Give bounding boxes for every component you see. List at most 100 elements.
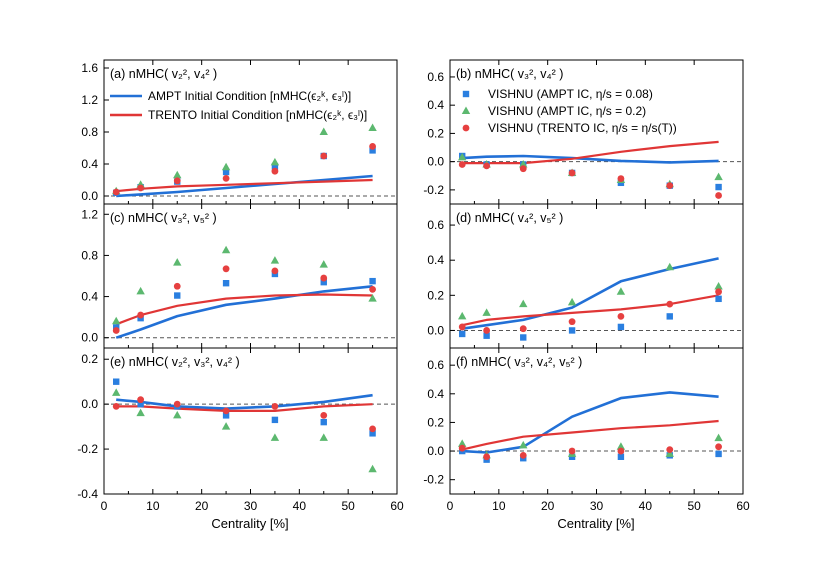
y-tick-label: 0.6 xyxy=(427,358,444,372)
data-point-vistrento xyxy=(458,323,466,331)
y-tick-label: -0.2 xyxy=(423,183,444,197)
data-point-vistrento xyxy=(483,453,491,461)
legend-label-vis008: VISHNU (AMPT IC, η/s = 0.08) xyxy=(488,87,653,101)
data-point-vistrento xyxy=(617,175,625,182)
data-point-vis02 xyxy=(270,433,280,441)
data-point-vistrento xyxy=(222,175,230,182)
panel-frame xyxy=(449,203,744,349)
data-point-vistrento xyxy=(715,192,722,199)
y-tick-label: 0.4 xyxy=(427,387,444,401)
series-line-trento xyxy=(461,419,719,451)
data-point-vistrento xyxy=(483,327,491,334)
x-tick-label: 60 xyxy=(736,499,750,513)
data-point-vis02 xyxy=(368,294,377,302)
data-point-vistrento xyxy=(369,143,376,150)
data-point-vistrento xyxy=(137,311,145,319)
data-point-vistrento xyxy=(617,312,625,320)
data-point-vistrento xyxy=(320,152,328,160)
data-point-vis02 xyxy=(173,410,182,419)
data-point-vis008 xyxy=(715,183,722,191)
data-point-vis02 xyxy=(519,440,528,449)
data-point-vistrento xyxy=(173,177,181,185)
panel-title: (a) nMHC( v₂², v₄² ) xyxy=(110,67,217,81)
legend-marker-vistrento xyxy=(462,124,470,132)
x-tick-label: 20 xyxy=(195,499,209,513)
series-line-ampt xyxy=(115,285,373,339)
data-point-vis008 xyxy=(222,168,230,176)
data-point-vistrento xyxy=(112,327,120,334)
panel-frame xyxy=(449,347,744,495)
data-point-vis008 xyxy=(271,163,279,170)
x-axis-label-right: Centrality [%] xyxy=(557,516,634,531)
data-point-vistrento xyxy=(666,182,674,190)
data-point-vis02 xyxy=(270,157,280,166)
series-line-trento xyxy=(115,293,373,326)
data-point-vis008 xyxy=(568,327,576,334)
panel-title: (f) nMHC( v₃², v₄², v₅² ) xyxy=(456,355,582,369)
panel-title: (c) nMHC( v₃², v₅² ) xyxy=(110,211,217,225)
panel-title: (e) nMHC( v₂², v₃², v₄² ) xyxy=(110,355,240,369)
data-point-vis02 xyxy=(136,286,145,295)
data-point-vis02 xyxy=(458,439,467,447)
data-point-vis02 xyxy=(173,170,182,179)
data-point-vis008 xyxy=(520,334,527,341)
y-tick-label: 0.6 xyxy=(427,218,444,232)
data-point-vistrento xyxy=(458,161,466,168)
series-line-trento xyxy=(461,294,719,327)
x-tick-label: 0 xyxy=(447,499,454,513)
y-tick-label: 0.4 xyxy=(81,290,98,304)
y-tick-label: 0.8 xyxy=(81,125,98,139)
data-point-vis02 xyxy=(221,245,231,254)
x-tick-label: 30 xyxy=(244,499,258,513)
y-tick-label: 0.8 xyxy=(81,248,98,262)
data-point-vistrento xyxy=(369,425,376,433)
data-point-vis008 xyxy=(666,313,673,320)
data-point-vis008 xyxy=(369,430,376,437)
y-tick-label: 0.4 xyxy=(81,157,98,171)
data-point-vis008 xyxy=(459,330,466,338)
x-tick-label: 40 xyxy=(293,499,307,513)
data-point-vistrento xyxy=(617,447,625,455)
data-point-vistrento xyxy=(519,325,527,333)
x-axis-label-left: Centrality [%] xyxy=(211,516,288,531)
data-point-vis02 xyxy=(519,159,528,168)
y-tick-label: 0.4 xyxy=(427,253,444,267)
y-tick-label: 0.6 xyxy=(427,70,444,84)
data-point-vis008 xyxy=(369,277,376,285)
data-point-vistrento xyxy=(271,403,279,410)
data-point-vis02 xyxy=(519,299,528,308)
y-tick-label: 1.2 xyxy=(81,93,98,107)
data-point-vistrento xyxy=(369,285,376,293)
y-tick-label: 0.0 xyxy=(81,331,98,345)
y-tick-label: -0.4 xyxy=(77,487,98,501)
x-tick-label: 60 xyxy=(390,499,404,513)
series-line-ampt xyxy=(462,391,719,454)
data-point-vistrento xyxy=(715,288,722,296)
panel-f: -0.2 0.0 0.2 0.4 0.6 0 10 20 30 40 50 60 (f) nMHC( v… xyxy=(423,347,750,513)
data-point-vistrento xyxy=(519,451,527,459)
data-point-vis02 xyxy=(567,297,577,306)
data-point-vis02 xyxy=(319,433,328,441)
panel-frame xyxy=(103,347,398,495)
legend-marker-vis02 xyxy=(461,106,471,114)
y-tick-label: 0.0 xyxy=(427,155,444,169)
data-point-vis02 xyxy=(482,308,491,316)
data-point-vis02 xyxy=(665,262,674,271)
data-point-vis02 xyxy=(616,442,626,450)
data-point-vistrento xyxy=(271,167,279,175)
series-line-ampt xyxy=(116,174,373,198)
data-point-vis008 xyxy=(320,418,327,426)
y-tick-label: 1.2 xyxy=(81,207,98,221)
x-tick-label: 0 xyxy=(101,499,108,513)
data-point-vistrento xyxy=(666,300,674,308)
data-point-vistrento xyxy=(173,400,181,408)
data-point-vis02 xyxy=(319,260,328,268)
data-point-vis02 xyxy=(221,422,231,430)
data-point-vis02 xyxy=(714,172,723,181)
y-tick-label: 0.0 xyxy=(427,444,444,458)
x-tick-label: 50 xyxy=(341,499,355,513)
data-point-vis008 xyxy=(715,295,722,303)
data-point-vistrento xyxy=(112,188,120,196)
data-point-vis02 xyxy=(616,287,626,295)
data-point-vistrento xyxy=(568,447,576,455)
